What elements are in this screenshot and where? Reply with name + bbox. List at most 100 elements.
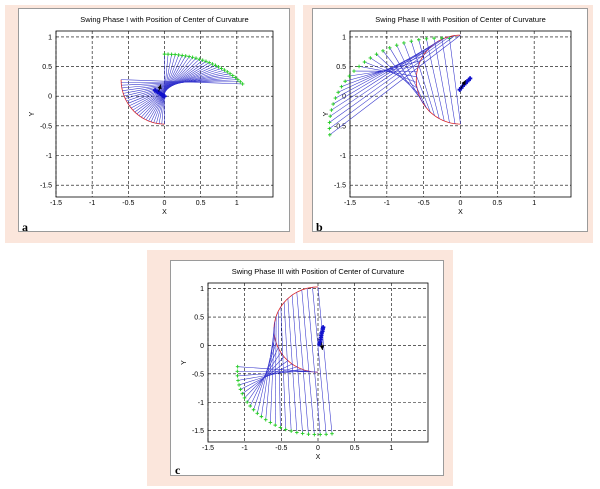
tip-marker xyxy=(255,411,260,416)
pendulum-line xyxy=(330,38,445,117)
pendulum-line xyxy=(277,311,281,428)
x-tick-label: -1 xyxy=(384,200,390,207)
pendulum-line xyxy=(331,40,440,111)
figure-b: Swing Phase II with Position of Center o… xyxy=(312,8,588,232)
tip-marker xyxy=(329,108,334,112)
pendulum-line xyxy=(306,288,321,435)
tip-marker xyxy=(235,369,240,374)
y-tick-label: -1 xyxy=(340,153,346,160)
tip-marker xyxy=(318,432,323,437)
tip-marker xyxy=(416,37,421,42)
tip-marker xyxy=(251,407,256,412)
tip-marker xyxy=(343,79,347,84)
direction-arrow-head xyxy=(157,84,162,90)
pendulum-line xyxy=(403,42,431,113)
figure-c: Swing Phase III with Position of Center … xyxy=(170,260,444,476)
tip-marker xyxy=(213,63,218,68)
chart-swing-phase-1: Swing Phase I with Position of Center of… xyxy=(29,15,274,216)
x-tick-label: 0.5 xyxy=(350,445,360,452)
pendulum-line xyxy=(121,81,241,83)
x-tick-label: -1 xyxy=(242,445,248,452)
center-marker xyxy=(457,87,462,92)
pendulum-line xyxy=(433,38,450,123)
y-tick-label: 1 xyxy=(200,286,204,293)
pendulum-line xyxy=(426,38,445,122)
tip-marker xyxy=(330,431,334,436)
y-tick-label: 0.5 xyxy=(42,64,52,71)
pendulum-line xyxy=(283,302,292,432)
y-tick-label: -1.5 xyxy=(192,428,204,435)
center-marker xyxy=(317,342,322,347)
chart-swing-phase-2: Swing Phase II with Position of Center o… xyxy=(323,15,572,216)
chart-title: Swing Phase III with Position of Center … xyxy=(232,267,405,276)
chart-title: Swing Phase II with Position of Center o… xyxy=(375,15,546,24)
panel-letter-b: b xyxy=(316,220,323,234)
x-tick-label: -1.5 xyxy=(202,445,214,452)
tip-marker xyxy=(200,58,205,63)
pendulum-line xyxy=(332,43,435,105)
x-axis-label: X xyxy=(162,209,167,216)
pendulum-line xyxy=(329,35,456,129)
tip-marker xyxy=(409,39,414,43)
pendulum-line xyxy=(242,360,289,394)
y-tick-label: -1 xyxy=(198,400,204,407)
x-tick-label: 0.5 xyxy=(196,200,206,207)
tip-marker xyxy=(238,79,243,84)
tip-marker xyxy=(432,36,436,41)
tip-marker xyxy=(278,425,283,430)
chart-swing-phase-3: Swing Phase III with Position of Center … xyxy=(181,267,429,461)
pendulum-line xyxy=(449,38,461,125)
tip-marker xyxy=(240,391,245,396)
tip-marker xyxy=(240,82,245,86)
tip-marker xyxy=(263,417,268,422)
pendulum-line xyxy=(122,75,233,91)
pendulum-line xyxy=(253,342,277,410)
direction-arrow-head xyxy=(461,80,466,86)
tip-marker xyxy=(207,60,212,65)
curvature-path-line xyxy=(120,79,165,125)
x-axis-label: X xyxy=(458,209,463,216)
tip-marker xyxy=(216,65,221,69)
tip-marker xyxy=(248,404,252,408)
y-tick-label: 0.5 xyxy=(336,64,346,71)
pendulum-line xyxy=(287,298,298,433)
y-axis-label: Y xyxy=(29,111,36,116)
tip-marker xyxy=(162,52,167,56)
tip-marker xyxy=(235,364,240,369)
tip-marker xyxy=(273,423,278,427)
tip-marker xyxy=(259,414,264,419)
tip-marker xyxy=(339,84,344,89)
pendulum-line xyxy=(441,38,456,124)
pendulum-line xyxy=(291,295,303,434)
tip-marker xyxy=(180,53,185,58)
tip-marker xyxy=(300,431,305,436)
pendulum-line xyxy=(418,39,440,119)
tip-marker xyxy=(228,71,232,76)
tip-marker xyxy=(336,90,340,95)
tip-marker xyxy=(204,59,208,64)
pendulum-line xyxy=(121,77,236,89)
tip-marker xyxy=(190,55,195,60)
tip-marker xyxy=(233,75,238,80)
x-tick-label: -1 xyxy=(89,200,95,207)
pendulum-line xyxy=(280,306,286,430)
tip-marker xyxy=(219,66,224,71)
x-tick-label: 0 xyxy=(163,200,167,207)
tip-marker xyxy=(176,53,181,57)
tip-marker xyxy=(230,73,235,78)
tip-marker xyxy=(166,52,170,56)
tip-marker xyxy=(381,49,385,53)
center-marker xyxy=(162,94,167,99)
y-tick-label: 1 xyxy=(342,34,346,41)
tip-marker xyxy=(368,56,373,60)
x-tick-label: 0 xyxy=(459,200,463,207)
tip-marker xyxy=(327,132,332,137)
tip-marker xyxy=(402,41,406,45)
tip-marker xyxy=(362,60,367,64)
tip-marker xyxy=(222,68,227,72)
pendulum-line xyxy=(121,79,238,86)
tip-marker xyxy=(424,36,429,41)
pendulum-line xyxy=(237,371,313,373)
tip-marker xyxy=(187,54,191,59)
tip-marker xyxy=(197,57,202,61)
